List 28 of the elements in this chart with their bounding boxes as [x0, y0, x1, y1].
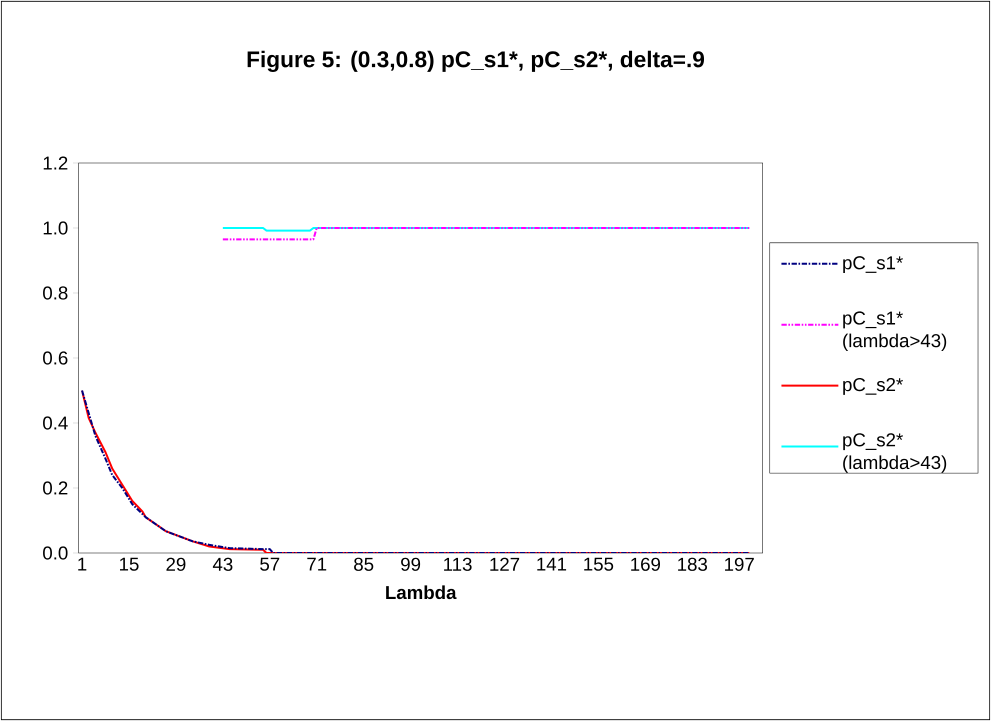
x-tick-label: 43 — [212, 558, 232, 571]
x-tick-label: 1 — [78, 558, 86, 571]
y-tick-label: 1.2 — [44, 156, 68, 170]
legend-label: pC_s1* — [843, 256, 903, 274]
x-tick-label: 29 — [166, 558, 186, 571]
legend-label: pC_s2* (lambda>43) — [843, 433, 946, 473]
x-axis-title: Lambda — [386, 585, 457, 600]
y-tick-label: 0.8 — [43, 286, 68, 300]
legend-label: pC_s1* (lambda>43) — [843, 311, 946, 351]
x-tick-label: 169 — [631, 558, 660, 571]
x-tick-label: 197 — [725, 558, 754, 571]
x-tick-label: 99 — [401, 558, 420, 571]
y-tick-label: 0.0 — [43, 546, 68, 560]
x-tick-label: 127 — [490, 558, 520, 571]
x-tick-label: 71 — [307, 558, 326, 571]
x-tick-label: 141 — [537, 558, 566, 571]
x-tick-label: 113 — [444, 558, 472, 571]
legend-label: pC_s2* — [843, 378, 903, 395]
x-tick-label: 85 — [354, 558, 374, 571]
chart-title: Figure 5: (0.3,0.8) pC_s1*, pC_s2*, delta=.9 — [248, 50, 704, 72]
x-tick-label: 155 — [584, 558, 614, 571]
y-tick-label: 1.0 — [44, 221, 68, 235]
y-tick-label: 0.2 — [43, 481, 68, 495]
y-tick-label: 0.4 — [43, 416, 68, 430]
x-tick-label: 183 — [678, 558, 708, 571]
x-tick-label: 15 — [120, 558, 139, 571]
y-tick-label: 0.6 — [43, 351, 68, 365]
x-tick-label: 57 — [260, 558, 280, 571]
